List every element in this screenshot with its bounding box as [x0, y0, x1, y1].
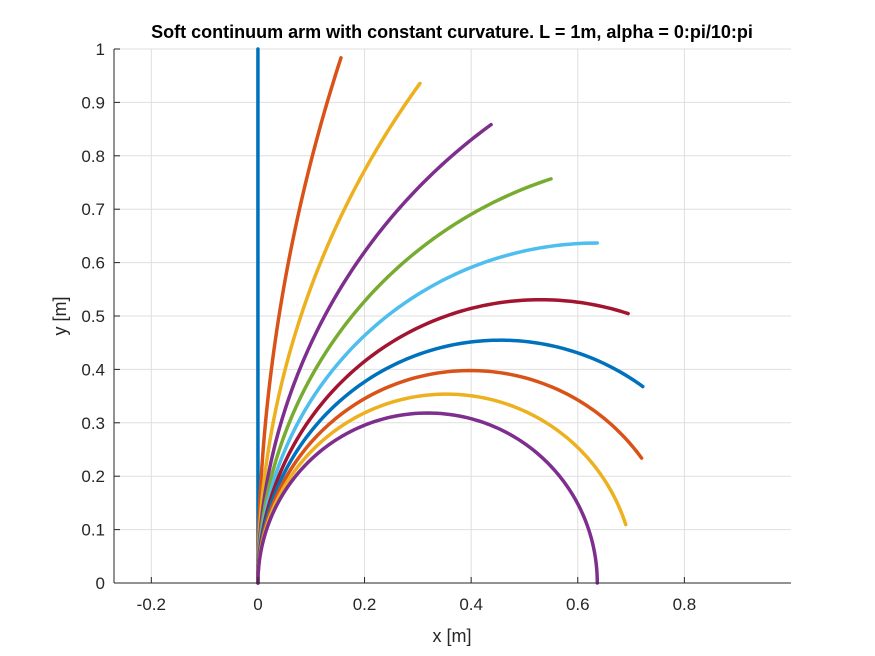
- y-axis-label: y [m]: [50, 297, 70, 336]
- arm-curve-7: [256, 297, 630, 585]
- arm-curve-4: [256, 122, 493, 585]
- x-tick-label: 0.6: [566, 595, 590, 614]
- y-tick-label: 1: [96, 40, 105, 59]
- arm-curve-3: [256, 81, 422, 585]
- y-tick-label: 0.8: [81, 147, 105, 166]
- x-tick-label: 0: [253, 595, 262, 614]
- y-tick-label: 0.3: [81, 414, 105, 433]
- y-tick-label: 0.2: [81, 467, 105, 486]
- arm-curve-9: [256, 368, 644, 585]
- y-tick-label: 0.1: [81, 521, 105, 540]
- y-tick-label: 0.9: [81, 93, 105, 112]
- chart-title: Soft continuum arm with constant curvatu…: [151, 22, 753, 42]
- x-tick-label: 0.4: [459, 595, 483, 614]
- y-tick-label: 0: [96, 574, 105, 593]
- y-tick-label: 0.4: [81, 360, 105, 379]
- arm-curve-6: [256, 241, 600, 585]
- series-group: [256, 47, 645, 585]
- arm-curve-5: [256, 177, 553, 585]
- x-axis-label: x [m]: [433, 626, 472, 646]
- arm-curve-10: [256, 392, 628, 585]
- arm-curve-2: [256, 55, 343, 585]
- x-tick-label: 0.2: [353, 595, 377, 614]
- x-tick-label: 0.8: [673, 595, 697, 614]
- y-tick-label: 0.6: [81, 254, 105, 273]
- tick-labels: -0.2 0 0.2 0.4 0.6 0.8 0 0.1 0.2 0.3 0.4 0.5 0.6 0.7 0…: [81, 40, 696, 614]
- axes: [113, 48, 791, 584]
- y-tick-label: 0.5: [81, 307, 105, 326]
- y-tick-label: 0.7: [81, 200, 105, 219]
- x-tick-label: -0.2: [137, 595, 166, 614]
- arm-curve-8: [256, 338, 645, 585]
- arm-curve-11: [256, 411, 600, 585]
